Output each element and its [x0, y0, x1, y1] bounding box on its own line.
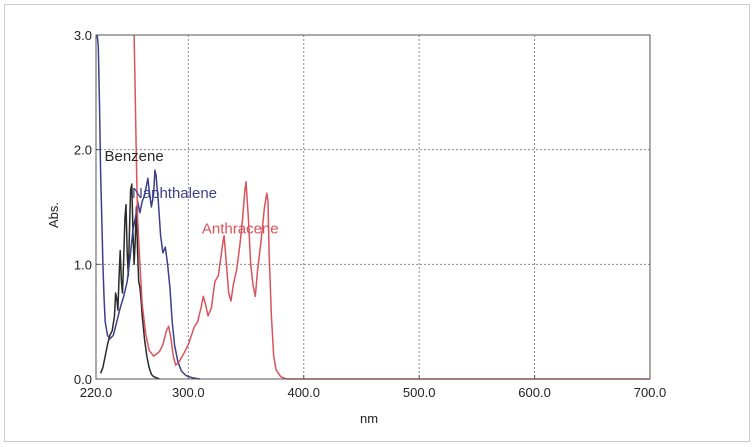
plot-area-border — [95, 34, 651, 380]
benzene-label: Benzene — [104, 148, 163, 165]
tick-labels: 220.0 300.0 400.0 500.0 600.0 700.0 0.0 1.0 2.0 3… — [74, 28, 666, 400]
x-tick-label: 700.0 — [634, 385, 667, 400]
absorbance-spectrum-chart: 220.0 300.0 400.0 500.0 600.0 700.0 0.0 1.0 2.0 3… — [46, 28, 666, 426]
series-labels: Benzene Naphthalene Anthracene — [104, 148, 278, 237]
x-axis-label: nm — [360, 411, 378, 426]
x-tick-label: 400.0 — [287, 385, 320, 400]
grid-layer — [96, 35, 650, 379]
x-tick-label: 300.0 — [172, 385, 205, 400]
naphthalene-line — [96, 34, 201, 380]
x-tick-label: 220.0 — [80, 385, 113, 400]
y-tick-label: 1.0 — [74, 257, 92, 272]
anthracene-label: Anthracene — [202, 220, 279, 237]
y-tick-label: 2.0 — [74, 143, 92, 158]
y-axis-label: Abs. — [46, 202, 61, 228]
chart-frame: 220.0 300.0 400.0 500.0 600.0 700.0 0.0 1.0 2.0 3… — [4, 4, 750, 442]
series-layer — [96, 34, 650, 380]
anthracene-line — [133, 34, 650, 380]
y-tick-label: 0.0 — [74, 372, 92, 387]
axes-layer — [95, 34, 651, 380]
benzene-line — [99, 183, 160, 380]
naphthalene-label: Naphthalene — [132, 185, 217, 202]
x-tick-label: 500.0 — [403, 385, 436, 400]
x-tick-label: 600.0 — [518, 385, 551, 400]
y-tick-label: 3.0 — [74, 28, 92, 43]
